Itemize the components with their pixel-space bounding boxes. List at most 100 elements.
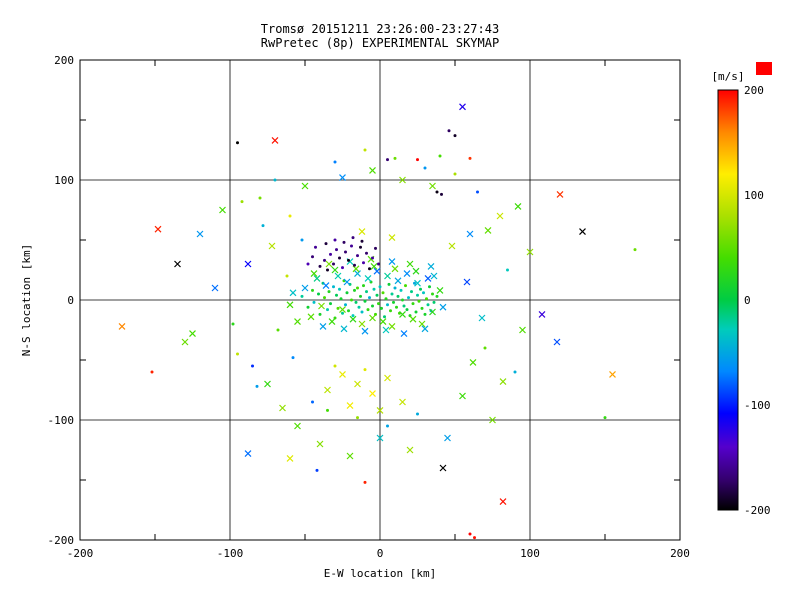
colorbar-unit-label: [m/s] [711, 70, 744, 83]
y-tick-label: -200 [48, 534, 75, 547]
data-point [351, 236, 355, 240]
data-point [393, 286, 397, 290]
data-point [439, 464, 447, 472]
data-point [514, 202, 522, 210]
data-point [354, 380, 361, 388]
data-point [291, 356, 295, 360]
data-point [394, 277, 402, 285]
data-point [286, 454, 294, 462]
data-point [363, 299, 367, 303]
data-point [244, 260, 252, 268]
data-point [288, 214, 292, 218]
colorbar-tick: -200 [744, 504, 771, 517]
data-point [413, 281, 416, 285]
data-point [478, 314, 486, 322]
data-point [410, 290, 413, 294]
data-point [388, 234, 396, 242]
data-point [476, 190, 479, 194]
data-point [360, 310, 364, 314]
data-point [255, 384, 259, 388]
data-point [395, 305, 398, 309]
data-point [261, 224, 265, 228]
data-point [399, 176, 406, 184]
data-point [389, 309, 392, 313]
data-point [372, 287, 376, 291]
data-point [376, 434, 384, 442]
data-point [402, 304, 406, 308]
x-axis-label: E-W location [km] [324, 567, 437, 580]
data-point [423, 166, 427, 170]
data-point [378, 285, 382, 289]
data-point [294, 318, 301, 326]
data-point [326, 408, 329, 412]
data-point [361, 327, 369, 335]
data-point [406, 446, 414, 454]
data-point [386, 158, 389, 162]
data-point [350, 298, 353, 302]
data-point [301, 284, 309, 292]
data-point [412, 267, 420, 275]
data-point [311, 400, 314, 404]
data-point [407, 296, 410, 300]
data-point [154, 225, 162, 233]
data-point [459, 103, 466, 111]
data-point [368, 267, 371, 271]
data-point [396, 294, 400, 298]
data-point [318, 302, 325, 310]
data-point [301, 182, 309, 190]
data-point [489, 416, 496, 424]
data-point [339, 370, 346, 378]
data-point [369, 166, 376, 174]
data-point [384, 272, 391, 280]
data-point [340, 325, 348, 333]
data-point [328, 318, 336, 326]
data-point [499, 498, 507, 506]
data-point [251, 364, 254, 368]
data-point [349, 315, 357, 323]
data-point [429, 308, 436, 316]
data-point [386, 303, 389, 307]
data-point [323, 296, 326, 300]
data-point [393, 156, 397, 160]
data-point [279, 404, 286, 412]
data-point [603, 416, 607, 420]
data-point [285, 274, 289, 278]
data-point [496, 212, 504, 220]
data-point [319, 322, 327, 330]
plot-frame [79, 59, 681, 541]
data-point [453, 172, 457, 176]
data-point [294, 422, 301, 430]
data-point [331, 266, 339, 274]
data-point [513, 370, 517, 374]
data-point [189, 330, 196, 338]
data-point [526, 248, 534, 256]
data-point [240, 200, 244, 204]
data-point [388, 322, 396, 330]
y-tick-label: -100 [48, 414, 75, 427]
data-point [435, 190, 439, 194]
data-point [344, 303, 347, 307]
data-point [365, 251, 368, 255]
data-point [428, 285, 431, 289]
data-point [429, 182, 436, 190]
data-point [376, 406, 384, 414]
data-point [236, 352, 239, 356]
data-point [345, 291, 349, 295]
data-point [350, 244, 353, 248]
data-point [339, 297, 343, 301]
data-point [399, 310, 406, 318]
colorbar-corner-box [756, 62, 772, 75]
data-point [377, 302, 380, 306]
data-point [258, 196, 262, 200]
data-point [418, 320, 426, 328]
data-point [431, 292, 434, 296]
data-point [286, 301, 294, 309]
data-point [484, 226, 492, 234]
x-tick-label: 0 [377, 547, 384, 560]
data-point [384, 297, 388, 301]
colorbar-tick-labels: 200 100 0 -100 -200 [744, 84, 771, 517]
data-point [391, 265, 399, 273]
data-point [483, 346, 487, 350]
data-point [236, 141, 239, 145]
